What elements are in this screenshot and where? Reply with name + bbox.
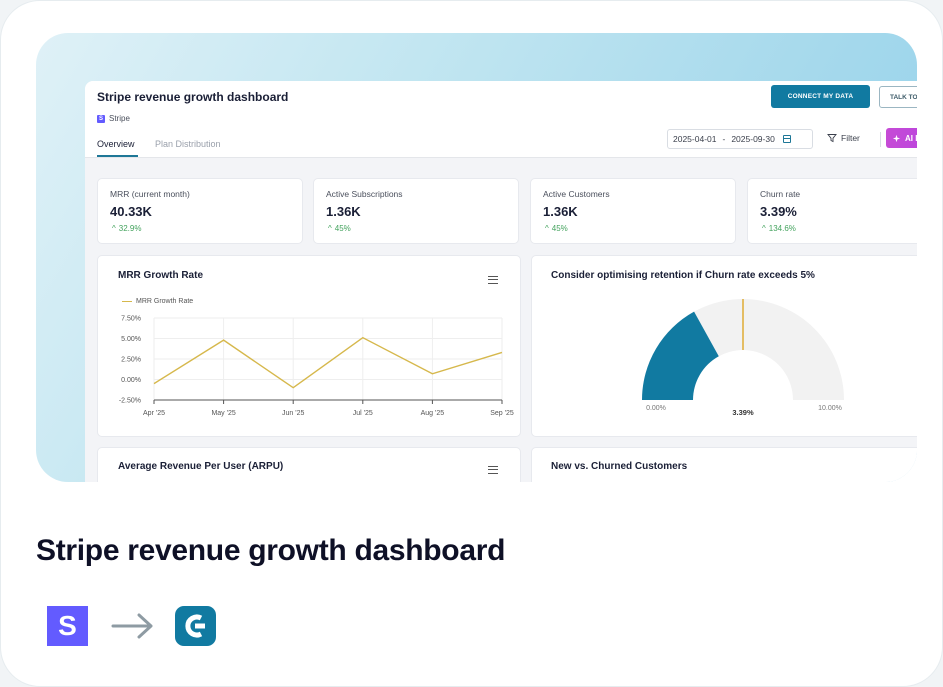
y-tick-label: 5.00%	[121, 336, 141, 343]
kpi-card-mrr: MRR (current month) 40.33K ^ 32.9%	[97, 178, 303, 244]
kpi-value: 3.39%	[760, 204, 797, 219]
y-tick-label: 7.50%	[121, 316, 141, 323]
ai-insights-button[interactable]: AI I	[886, 128, 917, 148]
date-separator: -	[722, 134, 726, 144]
arrow-right-icon	[111, 613, 153, 639]
kpi-delta-value: 134.6%	[768, 224, 796, 233]
tab-overview[interactable]: Overview	[97, 139, 135, 149]
kpi-delta-value: 45%	[334, 224, 351, 233]
kpi-delta: ^ 45%	[545, 224, 568, 233]
panel-title: New vs. Churned Customers	[551, 461, 688, 472]
source-name: Stripe	[109, 114, 130, 123]
gauge-max-label: 10.00%	[818, 405, 842, 412]
dashboard-title: Stripe revenue growth dashboard	[97, 90, 289, 104]
filter-button[interactable]: Filter	[827, 133, 860, 143]
toolbar-divider	[880, 132, 881, 147]
chevron-up-icon: ^	[328, 224, 332, 233]
chevron-up-icon: ^	[762, 224, 766, 233]
mrr-line-chart: -2.50% 0.00% 2.50% 5.00% 7.50% Apr '25 May '25…	[119, 316, 514, 418]
gauge-fill	[642, 311, 719, 400]
kpi-value: 40.33K	[110, 204, 152, 219]
kpi-label: Churn rate	[760, 189, 801, 199]
churn-gauge-chart: 0.00% 10.00% 3.39%	[642, 299, 844, 417]
tab-plan-distribution[interactable]: Plan Distribution	[155, 139, 221, 149]
kpi-card-active-customers: Active Customers 1.36K ^ 45%	[530, 178, 736, 244]
date-end: 2025-09-30	[731, 134, 775, 144]
date-start: 2025-04-01	[673, 134, 717, 144]
mrr-growth-panel: MRR Growth Rate MRR Growth Rate -2.50% 0.…	[97, 255, 521, 437]
x-tick-label: May '25	[211, 410, 235, 417]
panel-title: Average Revenue Per User (ARPU)	[118, 461, 284, 472]
data-source: S Stripe	[97, 114, 130, 123]
kpi-label: MRR (current month)	[110, 189, 190, 199]
y-tick-label: 0.00%	[121, 377, 141, 384]
x-tick-label: Jul '25	[353, 410, 373, 417]
y-tick-label: 2.50%	[121, 357, 141, 364]
filter-label: Filter	[841, 133, 860, 143]
panel-title: Consider optimising retention if Churn r…	[551, 270, 815, 281]
dashboard-preview: Stripe revenue growth dashboard S Stripe…	[36, 33, 917, 482]
sparkle-icon	[892, 134, 901, 142]
menu-icon[interactable]	[488, 276, 498, 284]
dashboard-window: Stripe revenue growth dashboard S Stripe…	[85, 81, 917, 482]
kpi-delta: ^ 45%	[328, 224, 351, 233]
coupler-logo-icon	[175, 606, 216, 646]
filter-icon	[827, 134, 837, 143]
menu-icon[interactable]	[488, 466, 498, 474]
ai-button-label: AI I	[905, 133, 917, 143]
calendar-icon	[782, 135, 791, 143]
kpi-delta-value: 45%	[551, 224, 568, 233]
kpi-card-active-subscriptions: Active Subscriptions 1.36K ^ 45%	[313, 178, 519, 244]
kpi-value: 1.36K	[543, 204, 578, 219]
active-tab-indicator	[97, 155, 138, 157]
kpi-value: 1.36K	[326, 204, 361, 219]
x-tick-label: Sep '25	[490, 410, 514, 417]
churn-gauge-panel: Consider optimising retention if Churn r…	[531, 255, 917, 437]
arpu-panel: Average Revenue Per User (ARPU)	[97, 447, 521, 482]
dashboard-header: Stripe revenue growth dashboard S Stripe…	[85, 81, 917, 158]
gauge-value-label: 3.39%	[732, 408, 754, 417]
series-line	[153, 336, 503, 389]
x-tick-label: Jun '25	[282, 410, 304, 417]
kpi-delta: ^ 134.6%	[762, 224, 796, 233]
kpi-delta: ^ 32.9%	[112, 224, 141, 233]
kpi-label: Active Customers	[543, 189, 610, 199]
x-tick-label: Apr '25	[143, 410, 165, 417]
gauge-min-label: 0.00%	[646, 405, 666, 412]
connect-my-data-button[interactable]: CONNECT MY DATA	[771, 85, 870, 108]
coupler-glyph	[185, 614, 205, 638]
legend-label: MRR Growth Rate	[136, 298, 194, 305]
date-range-picker[interactable]: 2025-04-01 - 2025-09-30	[667, 129, 813, 149]
x-tick-label: Aug '25	[421, 410, 445, 417]
kpi-card-churn-rate: Churn rate 3.39% ^ 134.6%	[747, 178, 917, 244]
chevron-up-icon: ^	[545, 224, 549, 233]
template-title[interactable]: Stripe revenue growth dashboard	[36, 534, 506, 567]
new-vs-churned-panel: New vs. Churned Customers	[531, 447, 917, 482]
legend-swatch	[122, 300, 132, 303]
kpi-label: Active Subscriptions	[326, 189, 403, 199]
y-tick-label: -2.50%	[119, 398, 141, 405]
panel-title: MRR Growth Rate	[118, 270, 203, 281]
chevron-up-icon: ^	[112, 224, 116, 233]
stripe-logo-icon: S	[47, 606, 88, 646]
chart-legend: MRR Growth Rate	[122, 298, 193, 305]
kpi-delta-value: 32.9%	[118, 224, 142, 233]
stripe-icon: S	[97, 114, 105, 123]
talk-to-button[interactable]: TALK TO	[879, 86, 917, 108]
